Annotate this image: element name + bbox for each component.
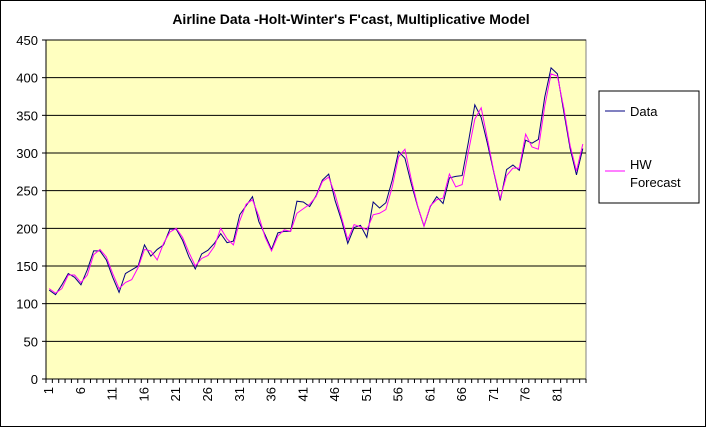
- y-tick-label: 450: [16, 33, 38, 48]
- x-tick-label: 66: [454, 387, 469, 401]
- y-tick-label: 100: [16, 297, 38, 312]
- x-tick-label: 81: [549, 387, 564, 401]
- x-axis: 1 6 11 16 21 26 31 36 41 46 51 56 61 66 71 76 81: [41, 378, 587, 401]
- x-tick-label: 11: [105, 387, 120, 401]
- x-tick-label: 56: [391, 387, 406, 401]
- legend-label-line: Forecast: [630, 175, 681, 190]
- legend-label-line: HW: [630, 157, 652, 172]
- y-tick-label: 250: [16, 184, 38, 199]
- plot-area: [45, 39, 587, 380]
- x-tick-label: 71: [486, 387, 501, 401]
- legend: Data HW Forecast: [598, 90, 700, 204]
- y-tick-label: 200: [16, 221, 38, 236]
- x-tick-label: 46: [327, 387, 342, 401]
- legend-label-data: Data: [630, 104, 658, 119]
- x-tick-label: 1: [41, 387, 56, 394]
- chart-title: Airline Data -Holt-Winter's F'cast, Mult…: [172, 11, 529, 27]
- x-tick-label: 61: [422, 387, 437, 401]
- x-tick-label: 6: [73, 387, 88, 394]
- x-tick-label: 31: [232, 387, 247, 401]
- x-tick-label: 36: [264, 387, 279, 401]
- gridlines: [46, 39, 586, 342]
- y-tick-label: 350: [16, 108, 38, 123]
- y-tick-label: 400: [16, 71, 38, 86]
- legend-box: [598, 90, 700, 204]
- x-tick-label: 41: [295, 387, 310, 401]
- x-tick-label: 26: [200, 387, 215, 401]
- y-tick-label: 300: [16, 146, 38, 161]
- x-tick-label: 51: [359, 387, 374, 401]
- y-tick-label: 0: [31, 372, 38, 387]
- series-line-hw-forecast: [48, 73, 584, 294]
- legend-label-hw-forecast: HW Forecast: [630, 157, 681, 190]
- y-tick-label: 50: [24, 334, 38, 349]
- x-tick-label: 76: [518, 387, 533, 401]
- x-tick-label: 16: [136, 387, 151, 401]
- y-tick-label: 150: [16, 259, 38, 274]
- x-tick-label: 21: [168, 387, 183, 401]
- series-lines: [48, 66, 584, 296]
- y-axis: 0 50 100 150 200 250 300 350 400 450: [16, 33, 47, 387]
